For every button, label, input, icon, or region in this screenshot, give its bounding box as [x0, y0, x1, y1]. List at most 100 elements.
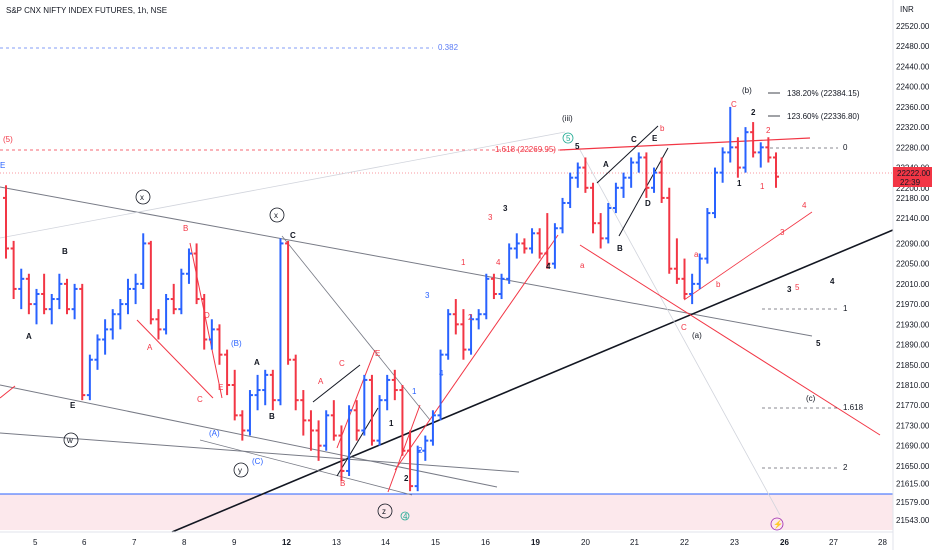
price-tick: 21543.00 — [896, 516, 930, 525]
ohlc-bar — [773, 152, 779, 188]
circle-y — [233, 462, 249, 478]
ohlc-bar — [605, 202, 612, 244]
lbl-1a: 1 — [389, 419, 394, 428]
time-tick: 16 — [481, 538, 490, 547]
lbl-2b: 2 — [418, 446, 423, 455]
wave5-label: (5) — [3, 135, 13, 144]
wedge-line-1 — [596, 125, 659, 184]
lbl-B1: B — [62, 247, 68, 256]
ohlc-bar — [239, 410, 246, 441]
ohlc-bar — [612, 182, 619, 214]
label-z: z — [382, 507, 386, 516]
lbl-B-paren: (B) — [231, 339, 242, 348]
wedge-line-3 — [312, 364, 361, 403]
demand-zone — [0, 494, 893, 530]
fib-1618-label: 1.618 (22269.95) — [495, 145, 556, 154]
ohlc-bar — [483, 273, 490, 320]
ohlc-bar — [567, 172, 574, 209]
current-price-sub: 22:39 — [900, 178, 921, 187]
ohlc-bar — [384, 374, 391, 411]
proj-label-2: 2 — [843, 463, 848, 472]
ohlc-bar — [10, 240, 17, 300]
ohlc-bar — [490, 273, 497, 300]
ohlc-bar — [765, 137, 772, 163]
circle-4 — [400, 511, 410, 521]
ohlc-bar — [33, 288, 40, 325]
ohlc-bar — [346, 405, 353, 477]
ohlc-bar — [216, 324, 223, 365]
time-tick: 5 — [33, 538, 38, 547]
circle-z — [377, 503, 393, 519]
lbl-A1: A — [26, 332, 32, 341]
lbl-E3: E — [652, 134, 658, 143]
label-y: y — [238, 466, 242, 475]
price-tick: 21970.00 — [896, 300, 930, 309]
lbl-D-red: D — [204, 311, 210, 320]
ohlc-bar — [292, 354, 299, 411]
label-x2: x — [274, 211, 278, 220]
ohlc-bar — [597, 213, 604, 249]
price-axis[interactable]: INR 22520.00 22480.00 22440.00 22400.00 2236… — [892, 0, 932, 550]
flash-icon[interactable]: ⚡ — [773, 519, 783, 529]
lbl-C2: C — [290, 231, 296, 240]
price-tick: 22050.00 — [896, 260, 930, 269]
price-tick: 22140.00 — [896, 214, 930, 223]
time-tick: 19 — [531, 538, 540, 547]
lbl-D3: D — [645, 199, 651, 208]
ohlc-bar — [18, 268, 25, 310]
ohlc-bar — [635, 152, 642, 173]
lbl-3b: 3 — [425, 291, 430, 300]
ohlc-bar — [689, 273, 696, 305]
ohlc-bar — [41, 273, 48, 315]
lbl-b-red: b — [660, 124, 665, 133]
trendline-faint2 — [579, 149, 781, 516]
price-tick: 22010.00 — [896, 280, 930, 289]
ohlc-bar — [94, 334, 101, 370]
ohlc-bar — [590, 182, 597, 234]
ohlc-bar — [506, 243, 513, 284]
ohlc-bar — [422, 435, 429, 461]
time-tick: 28 — [878, 538, 887, 547]
chart-title: S&P CNX NIFTY INDEX FUTURES, 1h, NSE — [6, 6, 168, 15]
ohlc-bar — [544, 213, 551, 269]
ohlc-bar — [445, 309, 452, 360]
price-tick: 21730.00 — [896, 421, 930, 430]
ohlc-bar — [193, 243, 200, 305]
currency-label: INR — [900, 5, 914, 14]
red-trend-up — [394, 234, 559, 471]
fib-1236-label: 123.60% (22336.80) — [787, 112, 860, 121]
fib-1382-label: 138.20% (22384.15) — [787, 89, 860, 98]
price-tick: 22440.00 — [896, 62, 930, 71]
lbl-3k2: 3 — [787, 285, 792, 294]
ohlc-bar — [529, 228, 536, 254]
lbl-A-r2: A — [318, 377, 324, 386]
ohlc-bars — [3, 106, 779, 492]
ohlc-bar — [757, 142, 764, 168]
price-tick: 22180.00 — [896, 194, 930, 203]
circle-flash[interactable] — [770, 517, 784, 531]
ohlc-bar — [704, 208, 711, 264]
price-tick: 21890.00 — [896, 341, 930, 350]
time-tick: 13 — [332, 538, 341, 547]
lbl-B2: B — [269, 412, 275, 421]
ohlc-bar — [521, 238, 528, 254]
time-tick: 22 — [680, 538, 689, 547]
ohlc-bar — [277, 238, 284, 406]
time-axis[interactable]: 5 6 7 8 9 12 13 14 15 16 19 20 21 22 23 26 27 28 — [0, 531, 893, 547]
ohlc-bar — [338, 425, 345, 482]
time-tick: 26 — [780, 538, 789, 547]
ohlc-bar — [48, 293, 55, 325]
ohlc-bar — [734, 137, 741, 178]
ohlc-bar — [696, 253, 703, 289]
price-tick: 21770.00 — [896, 401, 930, 410]
time-tick: 15 — [431, 538, 440, 547]
circle-5 — [562, 132, 574, 144]
lbl-1b: 1 — [412, 387, 417, 396]
red-trend-down — [579, 244, 881, 436]
ohlc-bar — [513, 233, 520, 259]
lbl-4r2: 4 — [802, 201, 807, 210]
time-tick: 8 — [182, 538, 187, 547]
ohlc-bar — [254, 374, 261, 411]
ohlc-bar — [163, 293, 170, 335]
